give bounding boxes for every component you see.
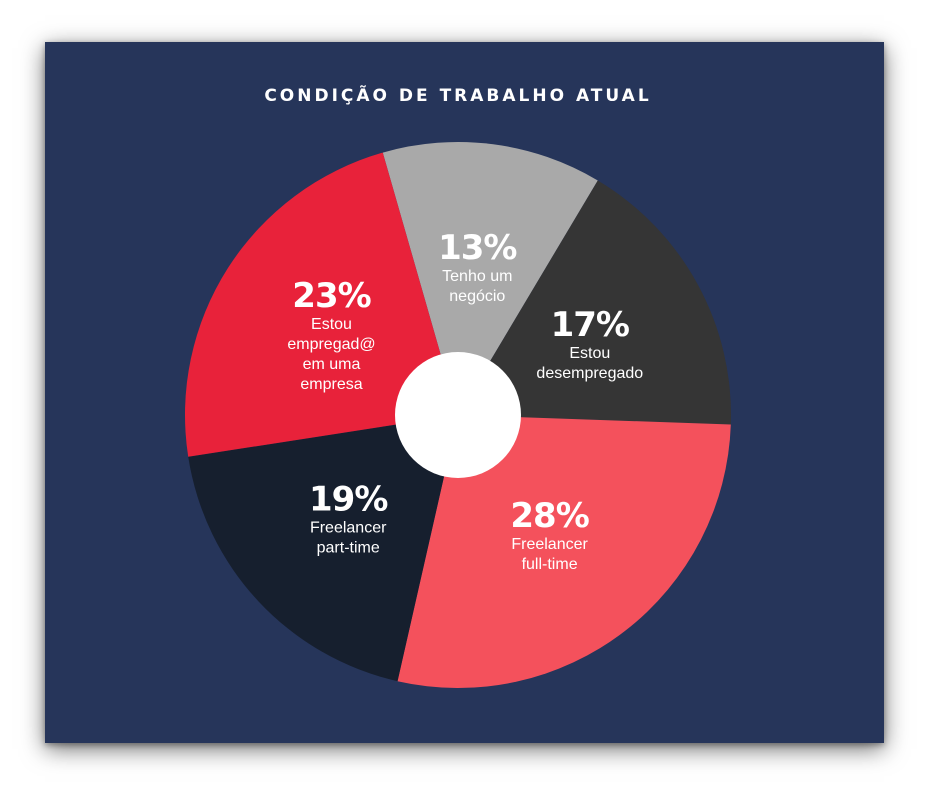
donut-chart: 13%Tenho umnegócio17%Estoudesempregado28… xyxy=(184,142,731,689)
slice-category-label: Freelancer xyxy=(310,519,387,536)
slice-category-label: empresa xyxy=(300,376,362,393)
slice-category-label: Estou xyxy=(311,316,352,333)
slice-category-label: em uma xyxy=(303,356,361,373)
donut-center-hole xyxy=(395,352,521,478)
pie-slice xyxy=(382,142,598,415)
slice-category-label: desempregado xyxy=(536,365,643,382)
slice-percent-label: 19% xyxy=(309,479,387,519)
pie-slice xyxy=(188,415,458,682)
slice-category-label: Estou xyxy=(569,345,610,362)
slice-category-label: full-time xyxy=(522,556,578,573)
pie-slice xyxy=(184,152,458,457)
slice-label: 28%Freelancer full-time xyxy=(510,496,589,573)
slice-percent-label: 23% xyxy=(292,276,370,316)
pie-slice xyxy=(397,415,731,689)
slice-percent-label: 28% xyxy=(510,496,588,536)
chart-card: CONDIÇÃO DE TRABALHO ATUAL 13% Tenho um ne… xyxy=(45,42,884,743)
slice-percent-label: 17% xyxy=(551,305,629,345)
slice-category-label: part-time xyxy=(317,539,380,556)
slice-category-label: Tenho um xyxy=(442,268,512,285)
slice-label: 23%Estou empregad@ em uma empresa xyxy=(287,276,375,393)
slice-label: 19%Freelancer part-time xyxy=(309,479,388,556)
slice-percent-label: 13% xyxy=(438,228,516,268)
slices-group xyxy=(184,142,731,689)
slice-label: 17%Estou desempregado xyxy=(536,305,643,382)
slice-category-label: empregad@ xyxy=(287,336,375,353)
pie-slice xyxy=(458,180,731,425)
labels-group: 13%Tenho umnegócio17%Estoudesempregado28… xyxy=(287,228,643,573)
slice-category-label: Freelancer xyxy=(511,536,588,553)
slice-category-label: negócio xyxy=(449,288,505,305)
slice-label: 13%Tenho um negócio xyxy=(438,228,517,305)
chart-title: CONDIÇÃO DE TRABALHO ATUAL xyxy=(264,86,652,106)
